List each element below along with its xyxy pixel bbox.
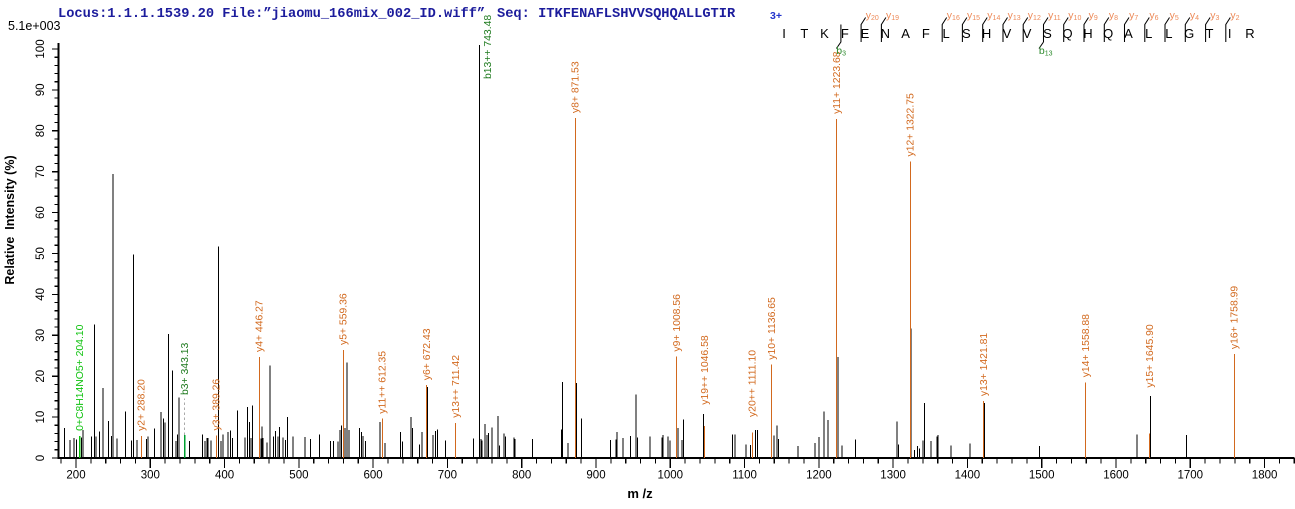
svg-text:y9+ 1008.56: y9+ 1008.56	[672, 294, 683, 352]
svg-text:1200: 1200	[806, 470, 832, 482]
svg-text:y20++ 1111.10: y20++ 1111.10	[748, 350, 759, 417]
svg-text:y3: y3	[1210, 10, 1219, 23]
svg-text:y5: y5	[1170, 10, 1179, 23]
svg-text:K: K	[820, 26, 829, 41]
svg-text:Locus:1.1.1.1539.20 File:”jiao: Locus:1.1.1.1539.20 File:”jiaomu_166mix_…	[58, 7, 485, 22]
svg-text:1800: 1800	[1252, 470, 1278, 482]
svg-text:1000: 1000	[658, 470, 684, 482]
svg-text:900: 900	[586, 470, 605, 482]
svg-text:1100: 1100	[732, 470, 757, 482]
svg-text:100: 100	[35, 39, 47, 58]
svg-text:A: A	[901, 26, 910, 41]
svg-text:L: L	[942, 26, 949, 41]
svg-text:y16+ 1758.99: y16+ 1758.99	[1230, 286, 1241, 349]
svg-text:y11++ 612.35: y11++ 612.35	[378, 351, 389, 414]
svg-text:Seq: ITKFENAFLSHVVSQHQALLGTIR: Seq: ITKFENAFLSHVVSQHQALLGTIR	[497, 7, 736, 22]
svg-text:300: 300	[141, 470, 160, 482]
svg-text:y3+ 389.26: y3+ 389.26	[212, 379, 223, 431]
svg-text:700: 700	[438, 470, 457, 482]
svg-text:y11+ 1223.68: y11+ 1223.68	[832, 51, 843, 114]
svg-text:b13++ 743.48: b13++ 743.48	[483, 15, 494, 79]
svg-text:R: R	[1245, 26, 1254, 41]
svg-text:H: H	[982, 26, 991, 41]
svg-text:T: T	[800, 26, 808, 41]
svg-text:1700: 1700	[1178, 470, 1204, 482]
svg-text:60: 60	[35, 206, 47, 219]
svg-text:0+C8H14NO5+ 204.10: 0+C8H14NO5+ 204.10	[75, 324, 86, 431]
svg-text:1400: 1400	[955, 470, 981, 482]
svg-text:y19++ 1046.58: y19++ 1046.58	[700, 335, 711, 405]
svg-text:b3: b3	[836, 45, 846, 58]
svg-text:Relative Intensity (%): Relative Intensity (%)	[3, 155, 17, 284]
svg-text:3+: 3+	[770, 10, 782, 22]
svg-text:y14+ 1558.88: y14+ 1558.88	[1081, 314, 1092, 377]
svg-text:y8+ 871.53: y8+ 871.53	[570, 61, 581, 113]
svg-text:H: H	[1083, 26, 1092, 41]
svg-text:Q: Q	[1103, 26, 1113, 41]
svg-text:5.1e+003: 5.1e+003	[8, 19, 61, 33]
svg-text:F: F	[841, 26, 849, 41]
svg-text:V: V	[1003, 26, 1012, 41]
svg-text:y4+ 446.27: y4+ 446.27	[254, 300, 265, 352]
svg-text:500: 500	[289, 470, 308, 482]
svg-text:600: 600	[364, 470, 383, 482]
svg-text:L: L	[1145, 26, 1152, 41]
svg-text:y13+ 1421.81: y13+ 1421.81	[979, 333, 990, 396]
svg-text:E: E	[861, 26, 870, 41]
svg-text:y7: y7	[1129, 10, 1138, 23]
svg-text:V: V	[1023, 26, 1032, 41]
svg-text:80: 80	[35, 124, 47, 137]
svg-text:I: I	[1228, 26, 1232, 41]
svg-text:F: F	[922, 26, 930, 41]
svg-text:G: G	[1184, 26, 1194, 41]
svg-text:1600: 1600	[1103, 470, 1129, 482]
svg-text:T: T	[1206, 26, 1214, 41]
svg-text:y12+ 1322.75: y12+ 1322.75	[905, 93, 916, 156]
svg-text:0: 0	[35, 455, 47, 461]
svg-text:I: I	[782, 26, 786, 41]
svg-text:y2: y2	[1230, 10, 1239, 23]
svg-text:800: 800	[512, 470, 531, 482]
svg-text:y6: y6	[1149, 10, 1158, 23]
svg-text:90: 90	[35, 84, 47, 97]
svg-text:30: 30	[35, 329, 47, 342]
svg-text:A: A	[1124, 26, 1133, 41]
svg-text:y13++ 711.42: y13++ 711.42	[451, 355, 462, 418]
svg-text:70: 70	[35, 165, 47, 178]
svg-text:10: 10	[35, 411, 47, 424]
svg-text:y15+ 1645.90: y15+ 1645.90	[1145, 324, 1156, 387]
svg-text:1300: 1300	[880, 470, 906, 482]
svg-text:y5+ 559.36: y5+ 559.36	[338, 293, 349, 345]
svg-text:S: S	[962, 26, 971, 41]
svg-text:50: 50	[35, 247, 47, 260]
svg-text:y8: y8	[1109, 10, 1118, 23]
svg-text:b3+ 343.13: b3+ 343.13	[180, 342, 191, 395]
svg-text:Q: Q	[1063, 26, 1073, 41]
svg-text:N: N	[881, 26, 890, 41]
svg-text:S: S	[1043, 26, 1052, 41]
svg-text:200: 200	[66, 470, 85, 482]
svg-text:y4: y4	[1190, 10, 1199, 23]
svg-text:y10+ 1136.65: y10+ 1136.65	[767, 297, 778, 360]
svg-text:y9: y9	[1089, 10, 1098, 23]
svg-text:1500: 1500	[1029, 470, 1055, 482]
svg-text:m /z: m /z	[627, 486, 653, 501]
svg-text:40: 40	[35, 288, 47, 301]
svg-text:y2+ 288.20: y2+ 288.20	[136, 379, 147, 431]
svg-text:400: 400	[215, 470, 234, 482]
svg-text:20: 20	[35, 370, 47, 383]
svg-text:L: L	[1165, 26, 1172, 41]
svg-text:y6+ 672.43: y6+ 672.43	[422, 328, 433, 380]
